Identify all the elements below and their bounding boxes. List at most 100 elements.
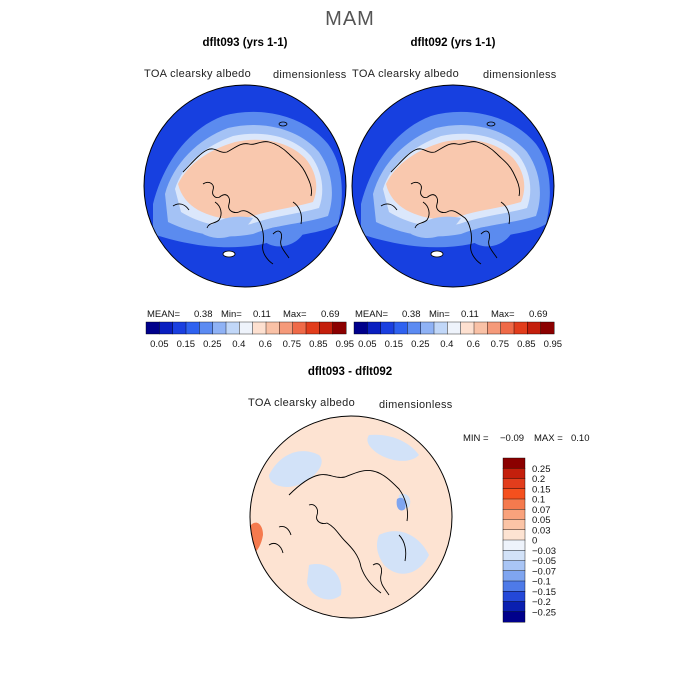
- colorbar-tick-label: 0.85: [309, 339, 328, 350]
- colorbar-tick-label: 0.85: [517, 339, 536, 350]
- colorbar-tick-label: 0.15: [532, 484, 551, 495]
- panel2-colorbar-ticks: 0.05 0.15 0.25 0.4 0.6 0.75 0.85 0.95: [358, 339, 563, 350]
- panel1-min-label: Min=: [221, 309, 242, 320]
- colorbar-swatch: [502, 550, 526, 561]
- panel2-min-value: 0.11: [461, 309, 479, 320]
- colorbar-swatch: [332, 321, 347, 335]
- colorbar-swatch: [502, 488, 526, 500]
- figure-title: MAM: [325, 8, 375, 30]
- colorbar-swatch: [305, 321, 320, 335]
- colorbar-tick-label: −0.05: [532, 556, 556, 567]
- colorbar-tick-label: 0.6: [259, 339, 272, 350]
- colorbar-swatch: [145, 321, 160, 335]
- colorbar-swatch: [502, 509, 526, 520]
- colorbar-swatch: [380, 321, 395, 335]
- colorbar-tick-label: 0.25: [411, 339, 430, 350]
- panel1-units-label: dimensionless: [273, 69, 347, 81]
- colorbar-tick-label: 0.95: [336, 339, 355, 350]
- colorbar-tick-label: 0.15: [385, 339, 404, 350]
- colorbar-tick-label: −0.25: [532, 607, 556, 618]
- colorbar-swatch: [239, 321, 254, 335]
- colorbar-tick-label: 0.4: [232, 339, 245, 350]
- panel3-max-label: MAX =: [534, 433, 563, 444]
- colorbar-swatch: [500, 321, 515, 335]
- colorbar-tick-label: −0.07: [532, 566, 556, 577]
- colorbar-tick-label: 0.2: [532, 474, 545, 485]
- panel1-max-label: Max=: [283, 309, 307, 320]
- colorbar-swatch: [252, 321, 267, 335]
- colorbar-swatch: [225, 321, 240, 335]
- colorbar-swatch: [473, 321, 488, 335]
- colorbar-tick-label: 0: [532, 536, 537, 547]
- colorbar-swatch: [433, 321, 448, 335]
- panel1-mean-value: 0.38: [194, 309, 213, 320]
- colorbar-swatch: [407, 321, 422, 335]
- colorbar-tick-label: 0.07: [532, 505, 551, 516]
- colorbar-swatch: [172, 321, 187, 335]
- colorbar-swatch: [199, 321, 214, 335]
- colorbar-swatch: [447, 321, 462, 335]
- colorbar-swatch: [513, 321, 528, 335]
- colorbar-swatch: [319, 321, 334, 335]
- colorbar-swatch: [502, 457, 526, 469]
- panel1-colorbar: [145, 321, 347, 335]
- colorbar-swatch: [279, 321, 294, 335]
- colorbar-swatch: [502, 539, 526, 551]
- panel2-title: dflt092 (yrs 1-1): [410, 37, 496, 49]
- colorbar-swatch: [502, 498, 526, 510]
- colorbar-tick-label: 0.03: [532, 525, 551, 536]
- panel2-colorbar: [353, 321, 555, 335]
- panel3-variable-label: TOA clearsky albedo: [248, 397, 355, 409]
- colorbar-tick-label: 0.4: [440, 339, 453, 350]
- panel1-polar-map: [143, 84, 347, 288]
- colorbar-tick-label: 0.15: [177, 339, 196, 350]
- panel3-title: dflt093 - dflt092: [307, 366, 393, 378]
- colorbar-swatch: [502, 560, 526, 572]
- colorbar-swatch: [502, 580, 526, 592]
- panel3-colorbar: [502, 457, 526, 623]
- panel2-polar-map: [351, 84, 555, 288]
- colorbar-tick-label: 0.1: [532, 495, 545, 506]
- colorbar-swatch: [502, 519, 526, 531]
- colorbar-swatch: [502, 601, 526, 613]
- colorbar-swatch: [159, 321, 174, 335]
- colorbar-swatch: [265, 321, 280, 335]
- panel3-colorbar-ticks: 0.250.20.150.10.070.050.030−0.03−0.05−0.…: [532, 464, 556, 619]
- panel2-max-value: 0.69: [529, 309, 548, 320]
- colorbar-swatch: [502, 478, 526, 490]
- colorbar-swatch: [420, 321, 435, 335]
- colorbar-swatch: [353, 321, 368, 335]
- colorbar-swatch: [292, 321, 307, 335]
- panel2-mean-label: MEAN=: [355, 309, 388, 320]
- colorbar-tick-label: 0.25: [203, 339, 222, 350]
- colorbar-tick-label: 0.75: [491, 339, 510, 350]
- colorbar-swatch: [393, 321, 408, 335]
- colorbar-swatch: [367, 321, 382, 335]
- colorbar-swatch: [460, 321, 475, 335]
- colorbar-swatch: [527, 321, 542, 335]
- colorbar-swatch: [212, 321, 227, 335]
- colorbar-tick-label: 0.05: [532, 515, 551, 526]
- colorbar-tick-label: 0.6: [467, 339, 480, 350]
- panel2-max-label: Max=: [491, 309, 515, 320]
- panel1-min-value: 0.11: [253, 309, 271, 320]
- panel3-polar-diff-map: [249, 415, 453, 619]
- colorbar-tick-label: 0.25: [532, 464, 551, 475]
- panel3-units-label: dimensionless: [379, 399, 453, 411]
- colorbar-tick-label: 0.05: [358, 339, 377, 350]
- panel1-max-value: 0.69: [321, 309, 340, 320]
- colorbar-tick-label: −0.15: [532, 587, 556, 598]
- colorbar-swatch: [502, 529, 526, 541]
- panel3-min-value: −0.09: [500, 433, 525, 444]
- panel2-units-label: dimensionless: [483, 69, 557, 81]
- panel1-mean-label: MEAN=: [147, 309, 180, 320]
- panel1-variable-label: TOA clearsky albedo: [144, 68, 251, 80]
- colorbar-swatch: [185, 321, 200, 335]
- panel3-max-value: 0.10: [571, 433, 590, 444]
- panel1-title: dflt093 (yrs 1-1): [202, 37, 288, 49]
- panel1-colorbar-ticks: 0.05 0.15 0.25 0.4 0.6 0.75 0.85 0.95: [150, 339, 355, 350]
- colorbar-swatch: [487, 321, 502, 335]
- colorbar-tick-label: 0.95: [544, 339, 563, 350]
- colorbar-swatch: [502, 468, 526, 479]
- colorbar-swatch: [540, 321, 555, 335]
